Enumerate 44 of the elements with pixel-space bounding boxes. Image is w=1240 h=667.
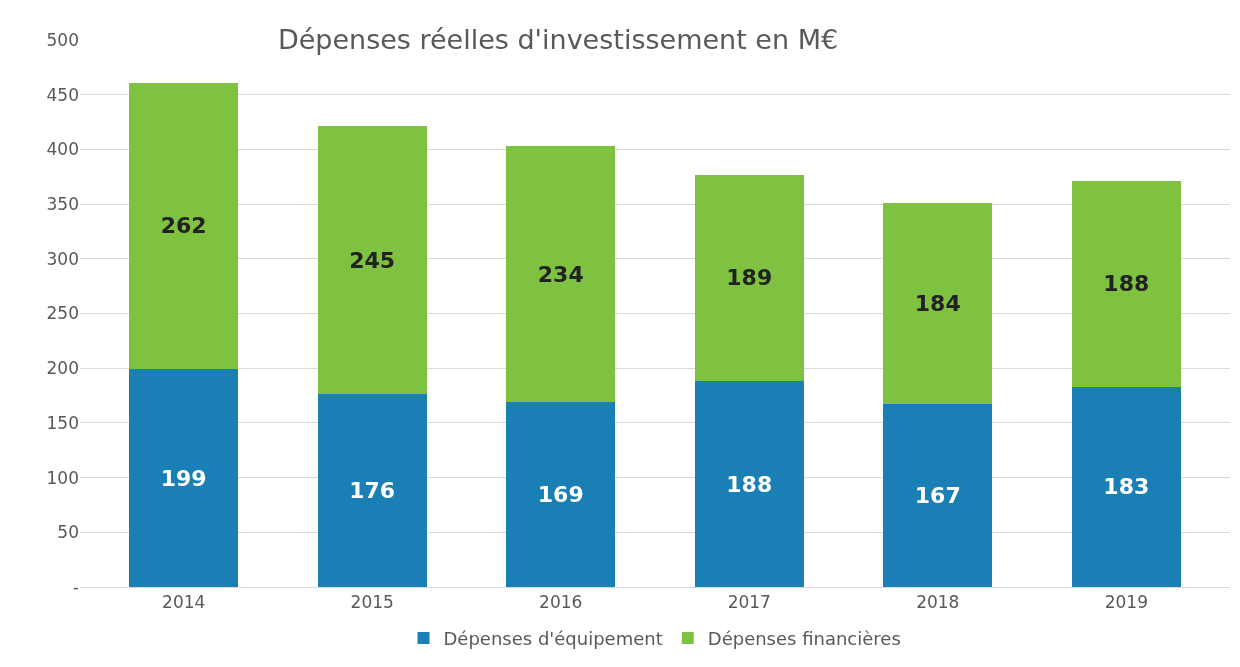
- data-label: 169: [537, 482, 584, 508]
- data-label: 188: [1103, 271, 1150, 297]
- y-tick-label: 100: [46, 467, 79, 488]
- data-label: 234: [537, 261, 584, 287]
- x-tick-label: 2019: [1104, 592, 1148, 613]
- bar: [506, 146, 616, 403]
- bar: [883, 404, 993, 587]
- x-tick-label: 2017: [727, 592, 771, 613]
- data-label: 184: [914, 291, 961, 317]
- y-tick-label: 150: [46, 412, 79, 433]
- legend-label: Dépenses financières: [707, 628, 901, 650]
- chart-title: Dépenses réelles d'investissement en M€: [277, 23, 839, 55]
- data-label: 188: [726, 471, 773, 497]
- y-tick-label: 450: [46, 84, 79, 105]
- data-label: 189: [726, 265, 773, 291]
- legend-label: Dépenses d'équipement: [443, 628, 663, 650]
- bar: [1071, 386, 1181, 587]
- bar: [317, 126, 427, 395]
- y-tick-label: 400: [46, 139, 79, 160]
- data-label: 183: [1103, 474, 1150, 500]
- bar: [129, 369, 239, 587]
- y-tick-label: 350: [46, 194, 79, 215]
- y-tick-label: 200: [46, 358, 79, 379]
- y-tick-label: 50: [57, 522, 79, 543]
- data-label: 245: [349, 247, 396, 273]
- y-tick-label: 300: [46, 248, 79, 269]
- x-tick-label: 2018: [916, 592, 960, 613]
- bar: [129, 82, 239, 370]
- bar: [883, 203, 993, 405]
- bar: [506, 402, 616, 587]
- data-label: 176: [349, 478, 396, 504]
- bar: [317, 394, 427, 587]
- data-label: 199: [160, 465, 207, 491]
- y-tick-label: 250: [46, 303, 79, 324]
- y-tick-label: -: [72, 576, 79, 597]
- x-tick-label: 2014: [162, 592, 206, 613]
- data-label: 167: [914, 483, 961, 509]
- x-tick-label: 2015: [350, 592, 394, 613]
- bar: [694, 174, 804, 382]
- x-tick-label: 2016: [539, 592, 583, 613]
- bar: [694, 381, 804, 587]
- bar: [1071, 181, 1181, 387]
- y-tick-label: 500: [46, 29, 79, 50]
- data-label: 262: [160, 213, 207, 239]
